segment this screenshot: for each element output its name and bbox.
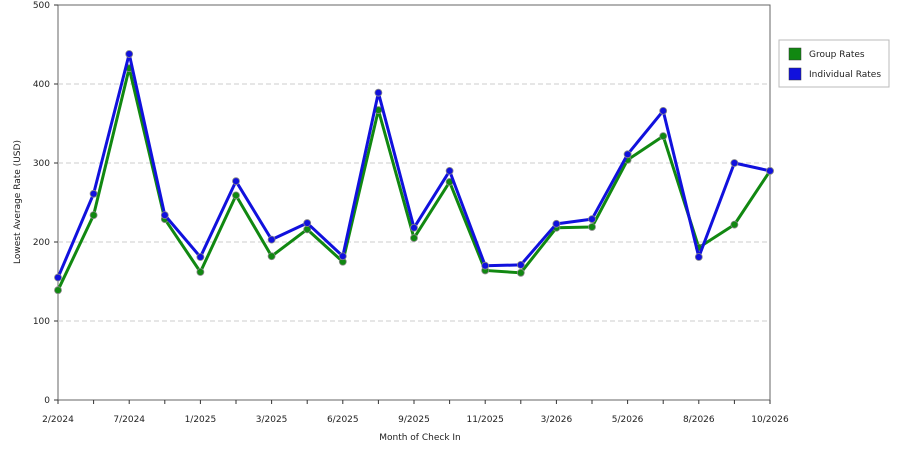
x-tick-label: 5/2026 [612,415,644,425]
data-point [410,223,418,232]
legend-swatch [788,47,802,61]
data-point [481,261,490,270]
data-point [338,252,347,261]
data-point [588,215,596,223]
x-tick-label: 7/2024 [113,415,145,425]
x-tick-label: 6/2025 [327,415,359,425]
y-tick-label: 100 [33,317,50,327]
y-tick-label: 0 [44,396,50,406]
data-point [160,211,169,220]
data-point [694,253,703,261]
x-tick-label: 9/2025 [398,415,430,425]
y-axis-label: Lowest Average Rate (USD) [13,140,23,264]
legend-swatch [788,67,802,81]
y-tick-label: 500 [33,1,50,11]
data-point [125,50,134,58]
x-tick-label: 11/2025 [467,415,504,425]
data-point [659,132,668,141]
x-tick-label: 10/2026 [751,415,789,425]
data-point [730,159,739,167]
data-point [516,261,525,269]
data-point [196,268,205,276]
data-point [374,88,383,97]
data-point [89,189,98,198]
data-point [552,219,561,228]
data-point [623,150,632,159]
data-point [445,166,454,175]
x-tick-label: 3/2026 [541,415,573,425]
data-point [54,286,62,295]
data-point [196,253,205,261]
legend-label: Group Rates [809,50,865,60]
data-point [267,252,276,261]
data-point [516,268,525,277]
data-point [267,235,276,244]
y-tick-label: 300 [33,159,50,169]
data-point [89,211,98,220]
x-tick-label: 2/2024 [42,415,74,425]
data-point [232,177,240,186]
data-point [588,223,596,231]
y-tick-label: 400 [33,80,50,90]
plot-area [57,4,771,401]
data-point [54,273,62,282]
data-point [303,219,312,227]
data-point [730,220,739,229]
data-point [766,166,774,175]
x-tick-label: 8/2026 [683,415,715,425]
y-tick-label: 200 [33,238,50,248]
x-tick-label: 1/2025 [185,415,217,425]
data-point [410,234,418,242]
legend-label: Individual Rates [809,70,881,80]
data-point [659,106,668,115]
data-point [232,191,240,200]
x-axis-label: Month of Check In [379,433,461,443]
x-tick-label: 3/2025 [256,415,288,425]
